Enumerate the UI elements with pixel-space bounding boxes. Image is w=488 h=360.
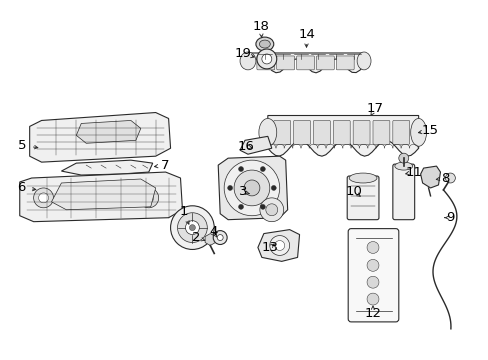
Polygon shape	[61, 160, 152, 175]
Polygon shape	[240, 136, 271, 154]
FancyBboxPatch shape	[293, 121, 310, 144]
Circle shape	[274, 240, 284, 251]
Text: 6: 6	[18, 181, 26, 194]
Circle shape	[143, 193, 153, 203]
Text: 17: 17	[366, 102, 383, 115]
Circle shape	[238, 204, 243, 209]
Circle shape	[189, 225, 195, 231]
Polygon shape	[420, 166, 440, 188]
FancyBboxPatch shape	[347, 229, 398, 322]
Text: 5: 5	[18, 139, 26, 152]
Text: 12: 12	[364, 307, 381, 320]
Circle shape	[238, 167, 243, 171]
FancyBboxPatch shape	[392, 164, 414, 220]
Ellipse shape	[255, 37, 273, 51]
FancyBboxPatch shape	[352, 121, 369, 144]
Circle shape	[217, 235, 223, 240]
Circle shape	[269, 235, 289, 255]
Ellipse shape	[259, 40, 270, 48]
Ellipse shape	[394, 162, 412, 170]
Polygon shape	[267, 116, 418, 156]
Circle shape	[244, 180, 259, 196]
Ellipse shape	[348, 173, 376, 183]
Circle shape	[366, 260, 378, 271]
Polygon shape	[20, 172, 182, 222]
Circle shape	[271, 185, 276, 190]
Circle shape	[227, 185, 232, 190]
Text: 3: 3	[238, 185, 247, 198]
Text: 11: 11	[405, 166, 421, 179]
Circle shape	[265, 204, 277, 216]
Circle shape	[366, 276, 378, 288]
Ellipse shape	[240, 52, 255, 70]
Ellipse shape	[356, 52, 370, 70]
FancyBboxPatch shape	[313, 121, 330, 144]
Text: 13: 13	[261, 241, 278, 254]
FancyBboxPatch shape	[392, 121, 409, 144]
Circle shape	[177, 213, 207, 243]
FancyBboxPatch shape	[346, 176, 378, 220]
Text: 19: 19	[234, 48, 251, 60]
Circle shape	[260, 204, 265, 209]
Text: 8: 8	[440, 171, 448, 185]
Circle shape	[213, 231, 226, 244]
Polygon shape	[257, 230, 299, 261]
Polygon shape	[30, 113, 170, 162]
Circle shape	[185, 221, 199, 235]
Text: 18: 18	[252, 20, 269, 33]
Circle shape	[366, 293, 378, 305]
Text: 16: 16	[237, 140, 254, 153]
Text: 4: 4	[209, 225, 217, 238]
Ellipse shape	[258, 118, 276, 146]
FancyBboxPatch shape	[336, 56, 353, 70]
FancyBboxPatch shape	[316, 56, 334, 70]
Text: 9: 9	[445, 211, 454, 224]
Text: 10: 10	[345, 185, 362, 198]
Circle shape	[445, 173, 454, 183]
Circle shape	[262, 54, 271, 64]
Ellipse shape	[410, 118, 426, 146]
Circle shape	[260, 167, 265, 171]
Circle shape	[139, 188, 158, 208]
Circle shape	[34, 188, 53, 208]
Circle shape	[170, 206, 214, 249]
FancyBboxPatch shape	[276, 56, 294, 70]
FancyBboxPatch shape	[256, 56, 274, 70]
Circle shape	[256, 49, 276, 69]
Polygon shape	[247, 53, 364, 73]
Polygon shape	[218, 156, 287, 220]
FancyBboxPatch shape	[372, 121, 389, 144]
Polygon shape	[51, 179, 155, 210]
Text: 2: 2	[192, 231, 200, 244]
Text: 15: 15	[421, 124, 438, 137]
Circle shape	[259, 198, 283, 222]
Circle shape	[398, 153, 408, 163]
Text: 7: 7	[161, 159, 169, 172]
FancyBboxPatch shape	[333, 121, 349, 144]
Text: 1: 1	[179, 205, 187, 218]
Text: 14: 14	[298, 28, 314, 41]
Circle shape	[224, 160, 279, 216]
Circle shape	[234, 170, 269, 206]
FancyBboxPatch shape	[273, 121, 290, 144]
Polygon shape	[76, 121, 141, 143]
Circle shape	[366, 242, 378, 253]
Polygon shape	[204, 234, 215, 246]
FancyBboxPatch shape	[296, 56, 314, 70]
Circle shape	[39, 193, 48, 203]
